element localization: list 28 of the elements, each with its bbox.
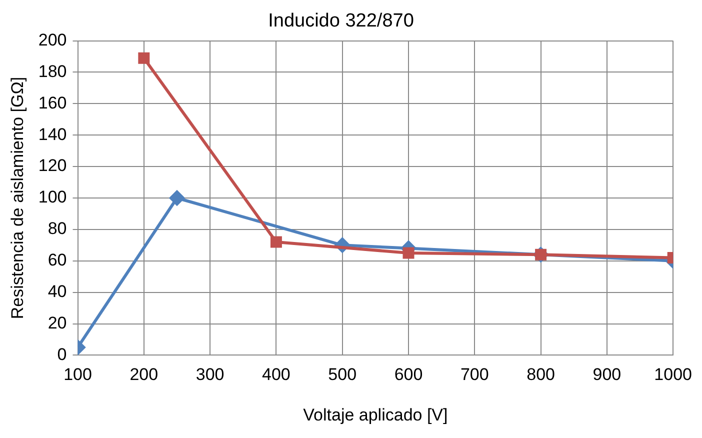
x-tick-label: 800 [526, 365, 555, 384]
x-tick-label: 1000 [654, 365, 692, 384]
x-tick-label: 700 [460, 365, 489, 384]
point [169, 190, 184, 206]
y-tick-label: 40 [48, 282, 67, 302]
y-tick-label: 60 [48, 250, 67, 270]
x-axis-title: Voltaje aplicado [V] [303, 405, 448, 424]
x-tick-label: 600 [394, 365, 423, 384]
y-tick-label: 20 [48, 313, 67, 332]
x-tick-label: 200 [130, 365, 158, 384]
x-tick-label: 500 [328, 365, 357, 384]
x-tick-label: 400 [262, 365, 290, 384]
y-tick-label: 0 [57, 344, 67, 364]
point [138, 52, 150, 64]
y-tick-label: 180 [38, 62, 67, 81]
y-tick-label: 140 [38, 124, 67, 144]
chart-title: Inducido 322/870 [268, 10, 414, 32]
y-tick-label: 100 [38, 188, 67, 207]
x-tick-label: 100 [64, 365, 92, 384]
y-tick-label: 200 [38, 30, 67, 50]
y-tick-label: 160 [38, 93, 67, 112]
y-tick-label: 80 [48, 219, 67, 238]
x-tick-label: 900 [592, 365, 622, 384]
point [270, 236, 282, 248]
y-axis-title: Resistencia de aislamiento [GΩ] [8, 76, 27, 320]
y-tick-label: 120 [38, 156, 67, 176]
point [402, 247, 414, 259]
x-tick-label: 300 [196, 365, 224, 384]
